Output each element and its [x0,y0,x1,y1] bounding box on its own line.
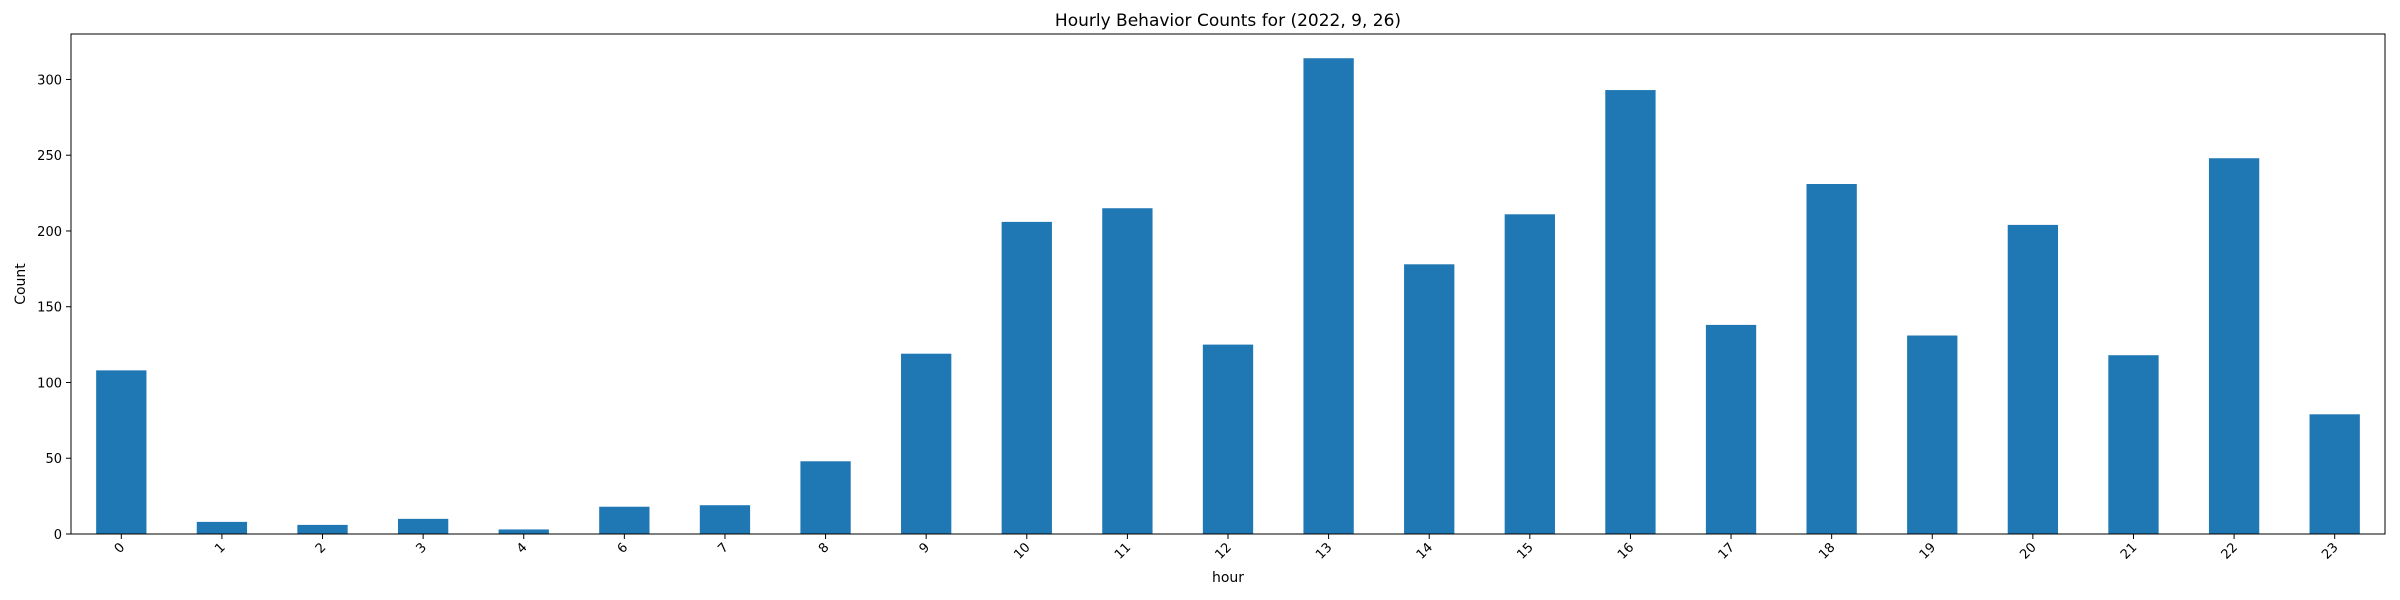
x-tick-label: 11 [1112,540,1134,562]
x-tick-label: 16 [1615,540,1637,562]
bar-hour-23 [2309,414,2360,534]
x-tick-label: 22 [2219,540,2241,562]
y-tick-label: 200 [37,225,62,240]
bar-hour-14 [1404,264,1455,534]
x-tick-label: 15 [1514,540,1536,562]
bar-hour-0 [96,370,147,534]
bars-group [96,58,2360,534]
bar-hour-22 [2208,158,2260,534]
bar-hour-8 [800,461,851,534]
x-tick-label: 10 [1011,540,1033,562]
bar-hour-10 [1001,221,1052,534]
x-tick-label: 1 [212,540,228,556]
plot-frame [70,33,2386,535]
y-tick-label: 250 [37,149,62,164]
x-tick-label: 17 [1716,540,1738,562]
y-tick-label: 300 [37,73,62,88]
bar-hour-21 [2108,355,2159,534]
bar-hour-15 [1504,214,1555,534]
x-axis: 0 1 2 3 4 6 7 8 9 10 11 12 13 14 15 16 17 18 19 20 21 22 23 [112,534,2342,563]
x-tick-label: 9 [917,540,933,556]
bar-hour-7 [699,505,751,534]
x-tick-label: 6 [615,540,631,556]
bar-hour-1 [196,521,248,534]
x-tick-label: 20 [2017,540,2039,562]
bar-hour-19 [1907,335,1958,534]
x-tick-label: 13 [1313,540,1335,562]
x-tick-label: 19 [1917,540,1939,562]
x-tick-label: 21 [2118,540,2140,562]
bar-hour-13 [1303,58,1354,534]
bar-hour-2 [297,524,348,534]
bar-hour-12 [1202,344,1254,534]
y-tick-label: 150 [37,301,62,316]
y-tick-label: 100 [37,376,62,391]
bar-hour-20 [2007,224,2059,534]
bar-hour-16 [1605,90,1656,534]
bar-hour-6 [599,506,650,534]
x-tick-label: 3 [413,540,429,556]
y-tick-label: 0 [54,528,62,543]
x-tick-label: 4 [514,540,530,556]
bar-hour-11 [1102,208,1153,534]
x-axis-label: hour [1212,570,1244,586]
bar-hour-4 [498,529,549,534]
x-tick-label: 12 [1213,540,1235,562]
chart-title: Hourly Behavior Counts for (2022, 9, 26) [1055,11,1401,31]
x-tick-label: 7 [715,540,731,556]
y-tick-label: 50 [45,452,62,467]
bar-hour-3 [397,518,449,534]
x-tick-label: 23 [2319,540,2341,562]
x-tick-label: 8 [816,540,832,556]
x-tick-label: 2 [313,540,329,556]
bar-hour-9 [901,353,952,534]
bar-hour-17 [1705,324,1757,534]
x-tick-label: 14 [1414,540,1436,562]
bar-hour-18 [1806,184,1857,534]
x-tick-label: 0 [112,540,128,556]
y-axis: 0 50 100 150 200 250 300 [37,73,71,543]
x-tick-label: 18 [1816,540,1838,562]
y-axis-label: Count [13,263,29,305]
